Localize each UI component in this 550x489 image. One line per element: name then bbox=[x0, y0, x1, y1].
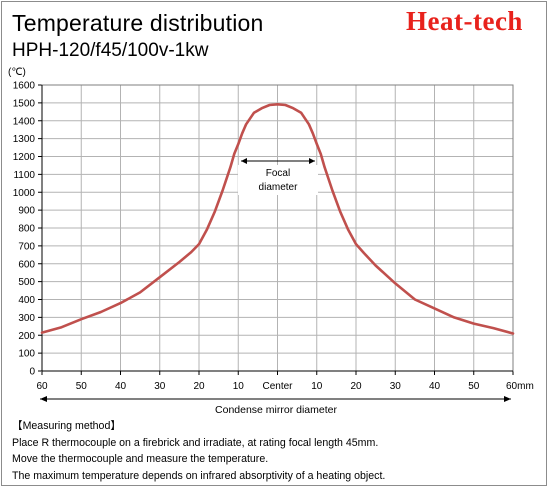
focal-diameter-annotation: Focal diameter bbox=[238, 158, 318, 195]
focal-arrowhead-left bbox=[241, 158, 247, 164]
y-tick-label: 1300 bbox=[13, 134, 36, 145]
y-tick-label: 200 bbox=[18, 331, 35, 342]
y-tick-label: 800 bbox=[18, 224, 35, 235]
chart-title: Temperature distribution bbox=[12, 10, 264, 36]
y-tick-label: 500 bbox=[18, 277, 35, 288]
y-tick-label: 700 bbox=[18, 241, 35, 252]
notes-line: Move the thermocouple and measure the te… bbox=[12, 453, 269, 465]
x-tick-label: 30 bbox=[390, 381, 402, 392]
condense-arrowhead-left bbox=[40, 396, 47, 402]
x-tick-label: 50 bbox=[468, 381, 480, 392]
x-tick-label: 40 bbox=[115, 381, 127, 392]
series-group bbox=[40, 103, 515, 335]
x-tick-labels: 60 50 40 30 20 10 Center 10 20 30 40 50 60mm bbox=[36, 381, 533, 392]
x-tick-label: 40 bbox=[429, 381, 441, 392]
condense-mirror-annotation: Condense mirror diameter bbox=[40, 396, 511, 416]
x-tick-label: 30 bbox=[154, 381, 166, 392]
focal-label-line2: diameter bbox=[259, 182, 299, 193]
chart-axes bbox=[38, 84, 514, 375]
y-tick-labels: 0 100 200 300 400 500 600 700 800 900 1000 1100 1200… bbox=[13, 81, 36, 378]
x-tick-label: 20 bbox=[193, 381, 205, 392]
x-tick-label: 10 bbox=[311, 381, 323, 392]
focal-label-box bbox=[238, 165, 318, 195]
brand-logo: Heat-tech bbox=[406, 6, 523, 36]
measuring-notes: 【Measuring method】 Place R thermocouple … bbox=[12, 418, 385, 484]
y-tick-label: 300 bbox=[18, 313, 35, 324]
y-tick-label: 0 bbox=[29, 367, 35, 378]
temperature-series-line bbox=[40, 103, 515, 335]
focal-arrowhead-right bbox=[309, 158, 315, 164]
condense-arrowhead-right bbox=[504, 396, 511, 402]
x-tick-label: 60mm bbox=[506, 381, 534, 392]
chart-grid bbox=[41, 84, 514, 372]
notes-heading: 【Measuring method】 bbox=[12, 420, 121, 432]
x-tick-label: 60 bbox=[36, 381, 48, 392]
y-tick-label: 900 bbox=[18, 206, 35, 217]
y-tick-label: 1400 bbox=[13, 116, 36, 127]
x-tick-label: 10 bbox=[233, 381, 245, 392]
y-axis-label: (℃) bbox=[8, 67, 26, 78]
y-tick-label: 1600 bbox=[13, 81, 36, 92]
condense-label: Condense mirror diameter bbox=[215, 404, 337, 416]
y-tick-label: 100 bbox=[18, 349, 35, 360]
y-tick-label: 600 bbox=[18, 259, 35, 270]
x-tick-label: 20 bbox=[350, 381, 362, 392]
y-tick-label: 1500 bbox=[13, 98, 36, 109]
y-tick-label: 1000 bbox=[13, 188, 36, 199]
chart-subtitle: HPH-120/f45/100v-1kw bbox=[12, 40, 209, 61]
y-tick-label: 400 bbox=[18, 295, 35, 306]
y-tick-label: 1200 bbox=[13, 152, 36, 163]
x-tick-label: Center bbox=[262, 381, 293, 392]
x-tick-label: 50 bbox=[76, 381, 88, 392]
notes-line: Place R thermocouple on a firebrick and … bbox=[12, 436, 379, 449]
y-tick-label: 1100 bbox=[13, 170, 35, 181]
focal-label-line1: Focal bbox=[266, 168, 290, 179]
notes-line: The maximum temperature depends on infra… bbox=[12, 469, 386, 482]
